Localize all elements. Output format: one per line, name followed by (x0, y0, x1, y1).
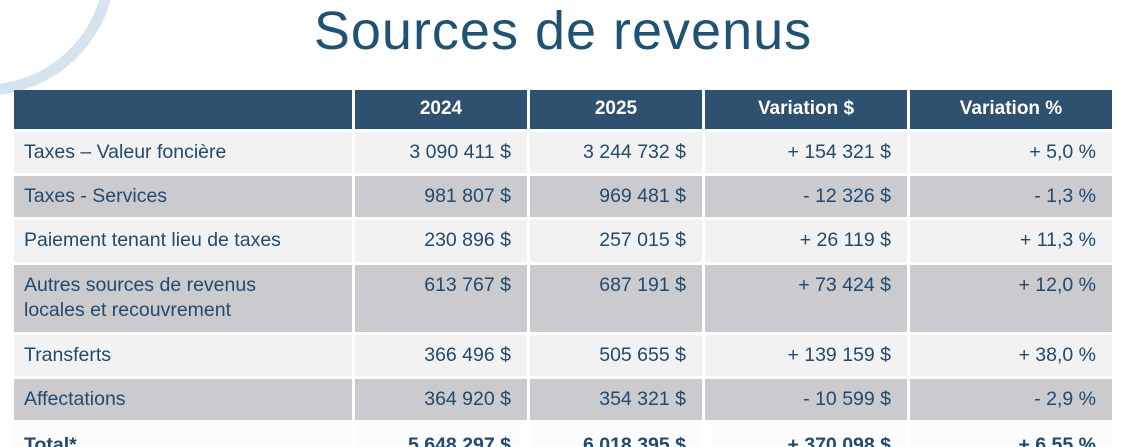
row-label: Autres sources de revenus locales et rec… (14, 264, 352, 332)
cell-2024: 366 496 $ (355, 334, 527, 376)
total-cell-2025: 6 018 395 $ (530, 423, 702, 447)
column-header-variation-percent: Variation % (910, 90, 1112, 129)
cell-variation-dollars: + 154 321 $ (705, 131, 907, 174)
total-row-label: Total* (14, 423, 352, 447)
row-label: Taxes - Services (14, 176, 352, 218)
cell-2025: 257 015 $ (530, 220, 702, 262)
row-label: Transferts (14, 334, 352, 376)
column-header-empty (14, 90, 352, 129)
cell-2025: 969 481 $ (530, 176, 702, 218)
total-cell-variation-dollars: + 370 098 $ (705, 423, 907, 447)
cell-variation-percent: - 2,9 % (910, 378, 1112, 421)
revenue-table: 2024 2025 Variation $ Variation % Taxes … (14, 90, 1112, 447)
row-label: Paiement tenant lieu de taxes (14, 220, 352, 262)
row-label: Affectations (14, 378, 352, 421)
row-label: Taxes – Valeur foncière (14, 131, 352, 174)
cell-variation-dollars: + 73 424 $ (705, 264, 907, 332)
cell-variation-dollars: - 10 599 $ (705, 378, 907, 421)
cell-2025: 687 191 $ (530, 264, 702, 332)
cell-2024: 364 920 $ (355, 378, 527, 421)
cell-variation-percent: + 11,3 % (910, 220, 1112, 262)
cell-variation-dollars: - 12 326 $ (705, 176, 907, 218)
cell-2025: 3 244 732 $ (530, 131, 702, 174)
cell-2024: 230 896 $ (355, 220, 527, 262)
cell-variation-dollars: + 139 159 $ (705, 334, 907, 376)
page-title: Sources de revenus (313, 1, 813, 61)
cell-2025: 505 655 $ (530, 334, 702, 376)
cell-variation-percent: + 5,0 % (910, 131, 1112, 174)
column-header-2025: 2025 (530, 90, 702, 129)
total-cell-variation-percent: + 6,55 % (910, 423, 1112, 447)
column-header-2024: 2024 (355, 90, 527, 129)
cell-variation-dollars: + 26 119 $ (705, 220, 907, 262)
cell-2024: 613 767 $ (355, 264, 527, 332)
cell-2025: 354 321 $ (530, 378, 702, 421)
cell-variation-percent: - 1,3 % (910, 176, 1112, 218)
column-header-variation-dollars: Variation $ (705, 90, 907, 129)
cell-2024: 981 807 $ (355, 176, 527, 218)
cell-variation-percent: + 12,0 % (910, 264, 1112, 332)
total-cell-2024: 5 648 297 $ (355, 423, 527, 447)
cell-variation-percent: + 38,0 % (910, 334, 1112, 376)
cell-2024: 3 090 411 $ (355, 131, 527, 174)
